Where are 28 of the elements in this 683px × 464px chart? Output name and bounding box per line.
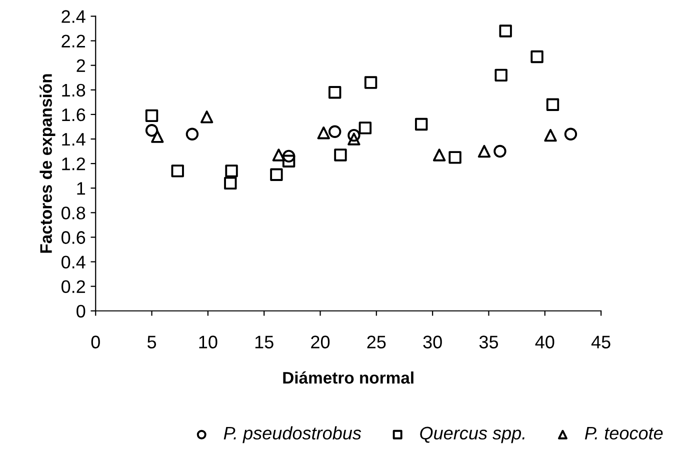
x-tick-label: 10 [199,336,218,348]
y-tick-label: 1.8 [62,84,86,97]
y-tick-label: 2.2 [62,34,85,48]
x-tick-label: 45 [591,336,610,348]
y-tick-label: 0.6 [62,231,86,244]
x-tick-label: 20 [311,336,330,348]
y-tick-label: 2 [76,59,85,72]
y-tick-label: 1.2 [62,157,85,170]
y-tick-label: 0.4 [62,256,86,268]
x-tick-label: 40 [535,336,554,348]
y-tick-label: 1.6 [62,108,86,122]
y-tick-label: 0.2 [62,280,85,294]
x-tick-label: 0 [91,336,100,348]
legend-label: P. pseudostrobus [224,426,362,444]
y-tick-label: 1.4 [62,133,86,146]
x-tick-label: 25 [367,336,386,348]
x-tick-label: 15 [255,336,274,348]
x-tick-label: 5 [147,336,156,348]
y-tick-label: 2.4 [62,10,86,23]
x-axis-title: Diámetro normal [283,371,414,384]
y-axis-title: Factores de expansión [40,74,56,253]
x-tick-label: 30 [423,336,442,348]
y-tick-label: 1 [77,182,86,195]
x-tick-label: 35 [479,336,498,348]
legend-label: Quercus spp. [420,426,524,444]
legend-label: P. teocote [584,426,663,440]
y-tick-label: 0 [76,304,86,318]
y-tick-label: 0.8 [62,206,86,220]
